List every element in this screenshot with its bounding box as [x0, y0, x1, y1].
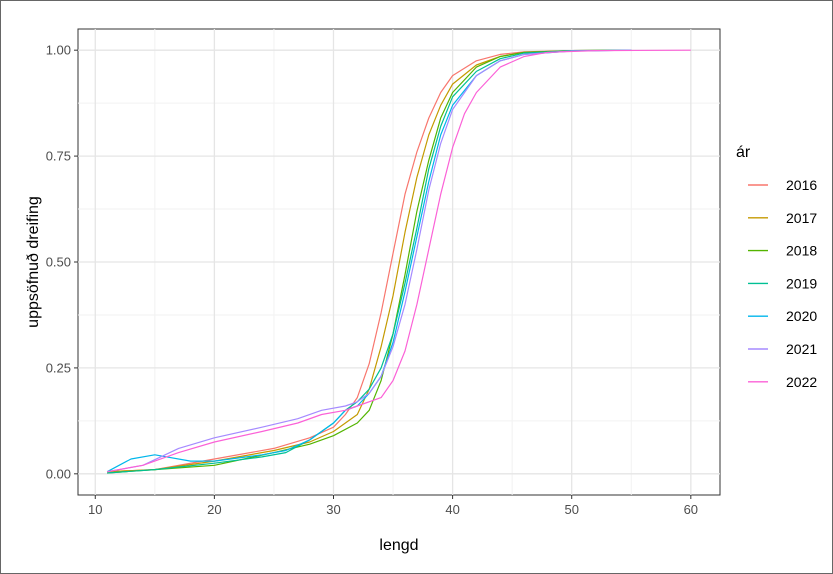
legend-label-2018: 2018: [786, 243, 817, 259]
y-tick-label: 0.25: [46, 360, 71, 375]
legend-label-2019: 2019: [786, 275, 817, 291]
x-tick-label: 40: [445, 502, 459, 517]
x-tick-label: 50: [564, 502, 578, 517]
y-tick-label: 0.75: [46, 149, 71, 164]
x-axis-ticks: 10 20 30 40 50 60: [88, 495, 698, 517]
x-tick-label: 10: [88, 502, 102, 517]
legend: ár 2016 2017 2018 2019 2020 2021 2022: [736, 144, 817, 390]
legend-label-2016: 2016: [786, 177, 817, 193]
legend-label-2020: 2020: [786, 308, 817, 324]
legend-label-2022: 2022: [786, 374, 817, 390]
x-tick-label: 20: [207, 502, 221, 517]
x-axis-title: lengd: [379, 537, 418, 554]
series-line-2019: [107, 49, 632, 474]
y-tick-label: 0.00: [46, 466, 71, 481]
series-line-2021: [107, 49, 632, 473]
series-layer: [106, 49, 691, 474]
series-line-2016: [107, 49, 632, 473]
y-tick-label: 1.00: [46, 43, 71, 58]
series-line-2022: [107, 49, 691, 473]
y-axis-title: uppsöfnuð dreifing: [25, 196, 42, 328]
legend-label-2021: 2021: [786, 341, 817, 357]
x-tick-label: 30: [326, 502, 340, 517]
legend-title: ár: [736, 144, 751, 161]
legend-label-2017: 2017: [786, 210, 817, 226]
x-tick-label: 60: [684, 502, 698, 517]
y-tick-label: 0.50: [46, 255, 71, 270]
y-axis-ticks: 0.00 0.25 0.50 0.75 1.00: [46, 43, 78, 481]
